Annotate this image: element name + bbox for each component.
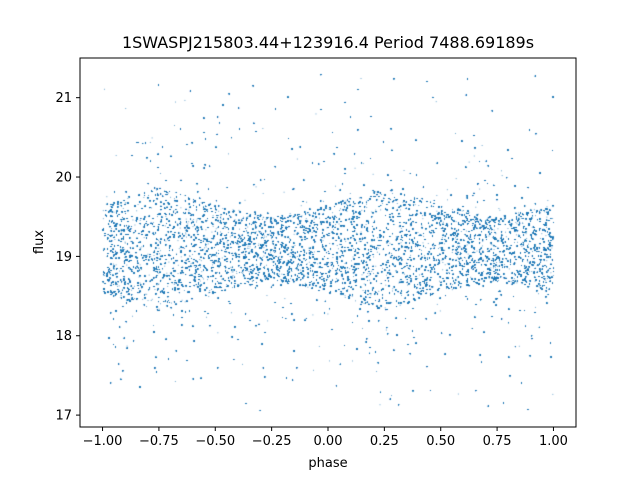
x-axis-ticks: −1.00 −0.75 −0.50 −0.25 0.00 0.25 0.50 0.75 1.00 <box>83 427 568 449</box>
x-tick-label: −0.50 <box>195 434 235 449</box>
scatter-point-cloud <box>80 58 576 427</box>
y-tick-label: 21 <box>55 91 72 106</box>
x-tick-label: 0.00 <box>314 434 343 449</box>
x-tick-label: −0.25 <box>252 434 292 449</box>
y-tick-label: 17 <box>55 409 72 424</box>
y-tick-label: 20 <box>55 171 72 186</box>
x-tick-label: 1.00 <box>539 434 568 449</box>
x-tick-label: −0.75 <box>139 434 179 449</box>
y-axis-label: flux <box>32 230 47 254</box>
x-tick-label: 0.25 <box>370 434 399 449</box>
chart-title: 1SWASPJ215803.44+123916.4 Period 7488.69… <box>122 33 534 52</box>
y-tick-label: 19 <box>55 250 72 265</box>
scatter-points <box>80 58 576 427</box>
x-tick-label: −1.00 <box>83 434 123 449</box>
y-axis-ticks: 17 18 19 20 21 <box>55 91 80 424</box>
x-tick-label: 0.75 <box>483 434 512 449</box>
x-axis-label: phase <box>308 456 347 471</box>
y-tick-label: 18 <box>55 329 72 344</box>
x-tick-label: 0.50 <box>426 434 455 449</box>
